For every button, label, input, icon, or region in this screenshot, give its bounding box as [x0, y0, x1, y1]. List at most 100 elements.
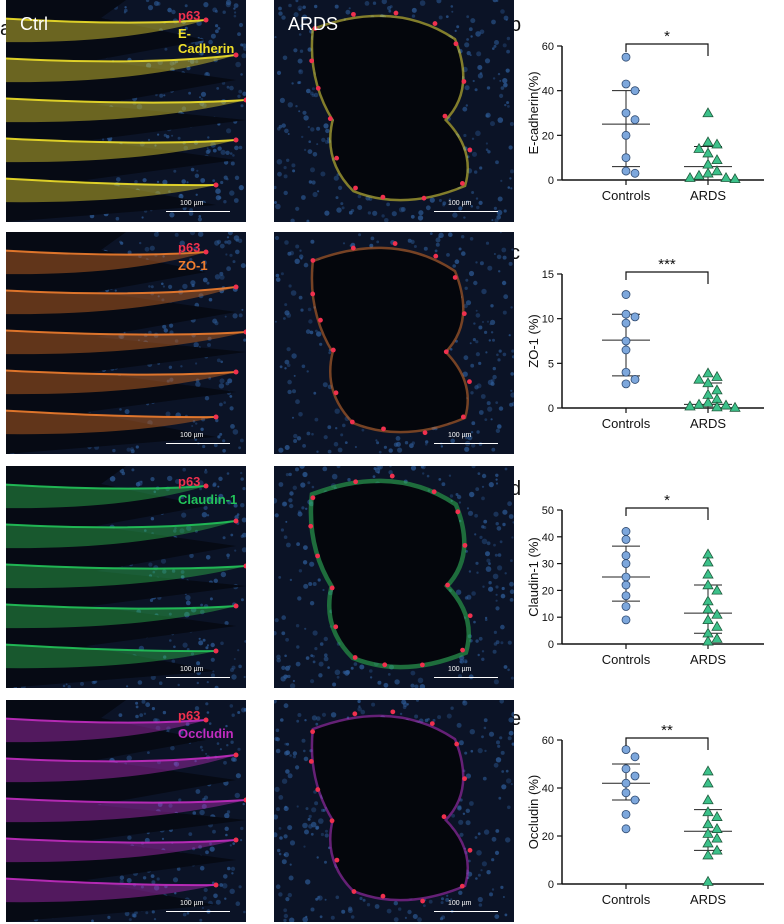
y-tick-label: 20 — [542, 585, 554, 597]
data-point-ards — [702, 827, 714, 838]
data-point-controls — [630, 115, 640, 125]
data-point-ards — [693, 142, 705, 153]
scale-bar — [434, 911, 498, 912]
data-point-controls — [621, 108, 631, 118]
scale-bar-label: 100 µm — [180, 432, 204, 439]
stain-label-zo-1: ZO-1 — [178, 258, 208, 273]
data-point-controls — [621, 778, 631, 788]
y-axis-label: Claudin-1 (%) — [528, 537, 541, 616]
x-tick-label-controls: Controls — [602, 892, 651, 907]
data-point-controls — [630, 312, 640, 322]
data-point-controls — [621, 551, 631, 560]
data-point-ards — [684, 400, 696, 411]
x-tick-label-ards: ARDS — [690, 652, 726, 667]
scale-bar — [434, 443, 498, 444]
scale-bar — [166, 211, 230, 212]
panel-letter-d: d — [510, 478, 522, 500]
data-point-ards — [711, 822, 723, 833]
data-point-controls — [621, 810, 631, 819]
data-point-controls — [621, 367, 631, 377]
data-point-ards — [711, 370, 723, 381]
stain-label-e-cadherin: E-Cadherin — [178, 26, 235, 56]
data-point-ards — [702, 806, 714, 817]
x-tick-label-controls: Controls — [602, 188, 651, 203]
x-tick-label-controls: Controls — [602, 416, 651, 431]
data-point-ards — [711, 401, 723, 412]
data-point-ards — [702, 765, 714, 776]
data-point-controls — [621, 153, 631, 163]
data-point-ards — [702, 579, 714, 590]
data-point-ards — [702, 556, 714, 567]
y-tick-label: 0 — [548, 175, 554, 187]
stain-label-p63: p63 — [178, 8, 201, 23]
significance-label: * — [664, 494, 670, 509]
data-point-ards — [711, 810, 723, 821]
data-point-ards — [702, 603, 714, 614]
data-point-ards — [711, 632, 723, 643]
stain-label-claudin-1: Claudin-1 — [178, 492, 238, 507]
scale-bar — [166, 443, 230, 444]
y-axis-label: ZO-1 (%) — [528, 314, 541, 367]
scale-bar-label: 100 µm — [448, 900, 472, 907]
data-point-ards — [711, 584, 723, 595]
data-point-ards — [702, 875, 714, 886]
significance-bracket — [625, 43, 709, 56]
data-point-controls — [621, 535, 631, 544]
y-tick-label: 30 — [542, 559, 554, 571]
y-tick-label: 60 — [542, 41, 554, 53]
data-point-ards — [702, 837, 714, 848]
scale-bar — [434, 211, 498, 212]
panel-letter-c: c — [510, 242, 520, 264]
data-point-ards — [702, 794, 714, 805]
significance-label: ** — [661, 724, 673, 739]
panel-letter-e: e — [510, 708, 522, 730]
y-tick-label: 0 — [548, 639, 554, 651]
scale-bar — [434, 677, 498, 678]
significance-bracket — [625, 271, 709, 284]
y-tick-label: 5 — [548, 358, 554, 370]
y-tick-label: 20 — [542, 831, 554, 843]
data-point-ards — [702, 147, 714, 158]
y-tick-label: 0 — [548, 403, 554, 415]
data-point-controls — [621, 559, 631, 568]
micrograph-ctrl-occludin: p63 Occludin 100 µm — [6, 700, 246, 922]
x-tick-label-ards: ARDS — [690, 416, 726, 431]
data-point-ards — [702, 777, 714, 788]
data-point-ards — [729, 401, 741, 412]
data-point-controls — [630, 168, 640, 178]
scale-bar-label: 100 µm — [180, 666, 204, 673]
data-point-ards — [720, 399, 732, 410]
y-tick-label: 15 — [542, 269, 554, 281]
data-point-controls — [621, 824, 631, 834]
data-point-ards — [702, 568, 714, 579]
micrograph-ctrl-claudin-1: p63 Claudin-1 100 µm — [6, 466, 246, 688]
data-point-controls — [621, 318, 631, 328]
data-point-controls — [630, 752, 640, 762]
data-point-controls — [621, 788, 631, 798]
data-point-controls — [621, 52, 631, 62]
stain-label-p63: p63 — [178, 708, 201, 723]
data-point-ards — [684, 171, 696, 182]
data-point-ards — [702, 377, 714, 388]
scale-bar — [166, 911, 230, 912]
micrograph-ards-zo-1: 100 µm — [274, 232, 514, 454]
data-point-controls — [630, 795, 640, 805]
data-point-controls — [621, 290, 631, 299]
significance-bracket — [625, 737, 709, 750]
panel-letter-a: a — [0, 18, 12, 40]
scale-bar-label: 100 µm — [448, 666, 472, 673]
x-tick-label-controls: Controls — [602, 652, 651, 667]
data-point-controls — [621, 572, 631, 582]
data-point-controls — [621, 166, 631, 176]
panel-letter-b: b — [510, 14, 522, 36]
data-point-controls — [621, 580, 631, 590]
x-tick-label-ards: ARDS — [690, 892, 726, 907]
data-point-controls — [630, 375, 640, 384]
data-point-controls — [630, 86, 640, 96]
y-tick-label: 10 — [542, 314, 554, 326]
data-point-controls — [621, 336, 631, 346]
data-point-ards — [693, 373, 705, 384]
y-tick-label: 10 — [542, 612, 554, 624]
micrograph-ctrl-zo-1: p63 ZO-1 100 µm — [6, 232, 246, 454]
scale-bar-label: 100 µm — [448, 200, 472, 207]
